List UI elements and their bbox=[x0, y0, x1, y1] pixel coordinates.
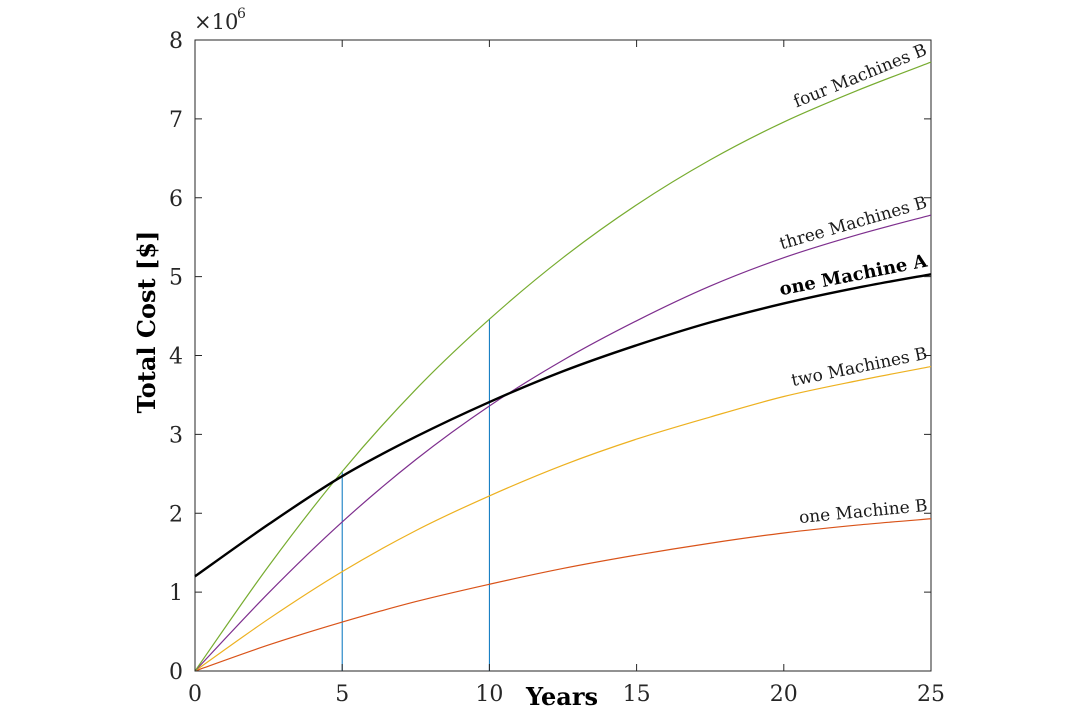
y-tick-label: 8 bbox=[169, 29, 183, 54]
y-tick-label: 7 bbox=[169, 108, 183, 133]
series-label: two Machines B bbox=[790, 344, 929, 391]
plot-area bbox=[194, 39, 932, 672]
y-exponent-power: 6 bbox=[237, 6, 246, 22]
y-exponent-base: ×10 bbox=[194, 10, 238, 34]
x-axis-title: Years bbox=[525, 682, 598, 711]
x-tick-label: 25 bbox=[917, 682, 945, 707]
x-tick-label: 15 bbox=[623, 682, 651, 707]
y-tick-label: 3 bbox=[169, 423, 183, 448]
series-label: four Machines B bbox=[791, 40, 930, 112]
series-labels: one Machine B two Machines B three Machine… bbox=[777, 40, 930, 528]
y-tick-label: 5 bbox=[169, 266, 183, 291]
series-label: one Machine B bbox=[798, 496, 928, 528]
series-line bbox=[194, 61, 932, 672]
x-tick-label: 0 bbox=[188, 682, 202, 707]
y-tick-label: 0 bbox=[169, 660, 183, 685]
tick-labels: 0 5 10 15 20 25 0 1 2 3 4 5 6 7 8 bbox=[169, 29, 945, 707]
x-tick-label: 5 bbox=[335, 682, 349, 707]
series-line bbox=[194, 365, 932, 672]
series-line bbox=[194, 518, 932, 672]
y-tick-label: 6 bbox=[169, 187, 183, 212]
series-label: three Machines B bbox=[777, 193, 929, 255]
series-line bbox=[194, 214, 932, 672]
series-lines bbox=[194, 61, 932, 672]
series-label: one Machine A bbox=[778, 250, 930, 300]
axes-frame bbox=[194, 39, 932, 672]
axis-ticks bbox=[194, 39, 932, 672]
annotation-lines bbox=[341, 319, 490, 671]
series-line bbox=[194, 273, 932, 578]
x-tick-label: 20 bbox=[770, 682, 798, 707]
y-tick-label: 1 bbox=[169, 581, 183, 606]
y-axis-title: Total Cost [$] bbox=[132, 231, 161, 414]
x-tick-label: 10 bbox=[475, 682, 503, 707]
y-tick-label: 4 bbox=[169, 345, 183, 370]
y-tick-label: 2 bbox=[169, 502, 183, 527]
